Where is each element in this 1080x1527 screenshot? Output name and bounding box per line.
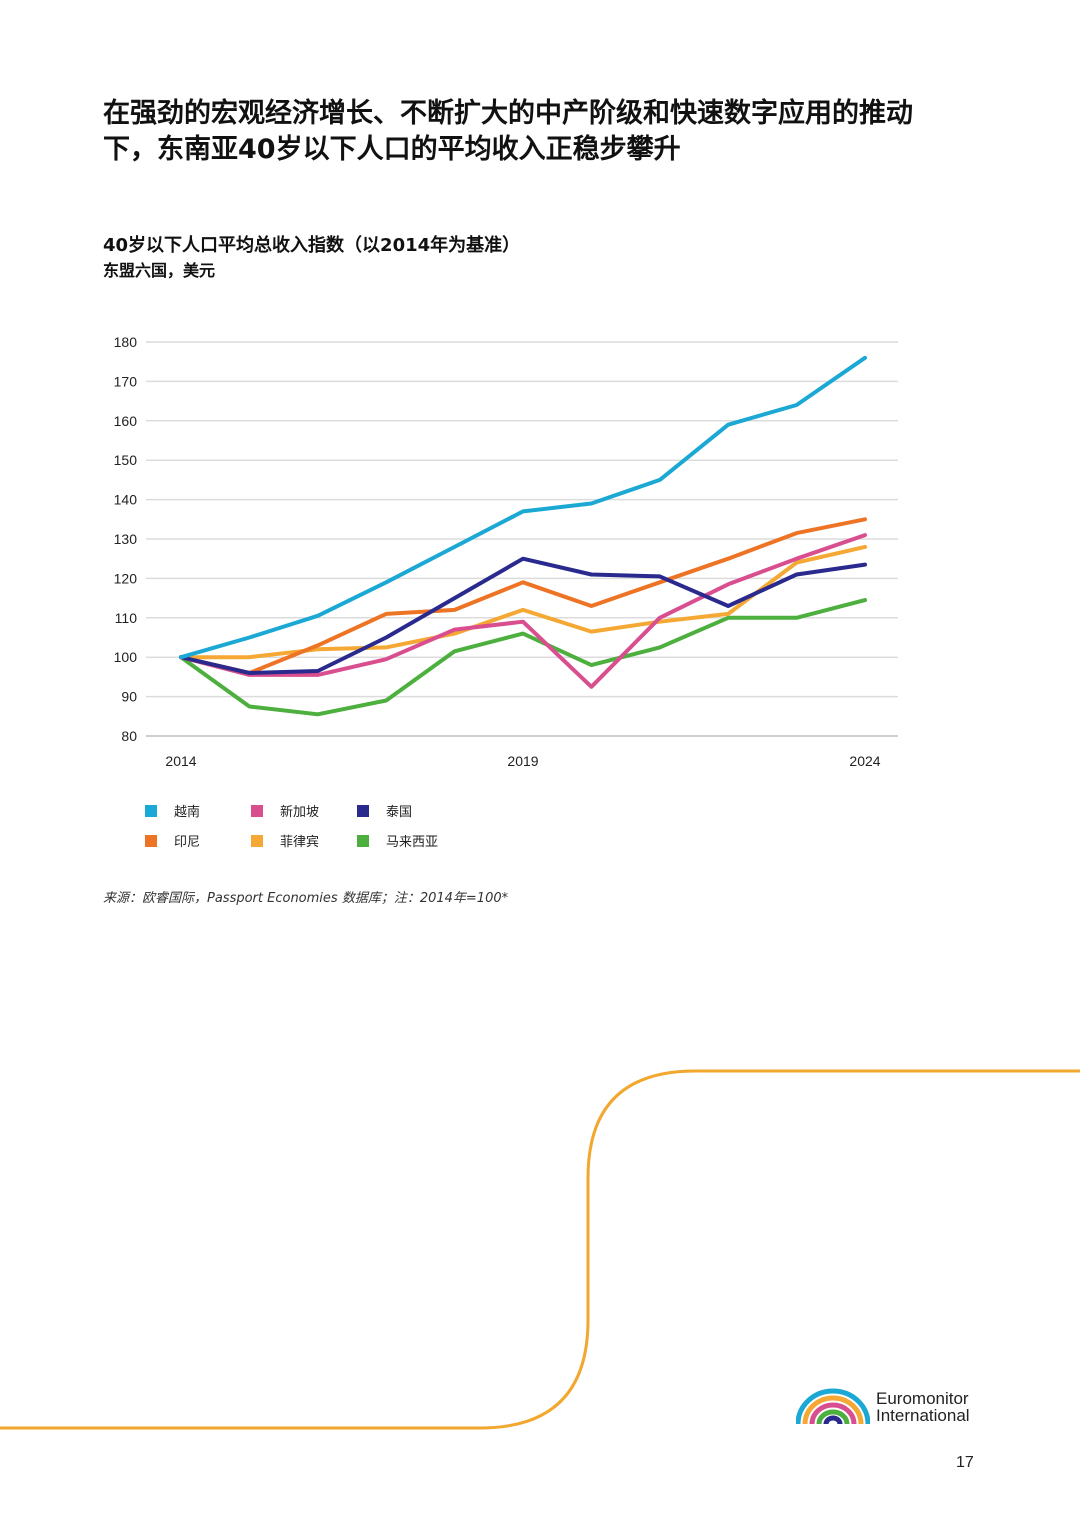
chart-title: 40岁以下人口平均总收入指数（以2014年为基准）	[103, 235, 521, 256]
chart-grid	[146, 341, 898, 737]
x-tick-label: 2014	[165, 753, 196, 769]
legend-item-philippines: 菲律宾	[251, 831, 319, 850]
series-line-indonesia	[179, 517, 867, 675]
logo-text-line2: International	[876, 1406, 970, 1425]
logo-arc-icon	[796, 1388, 870, 1425]
series-line-malaysia	[179, 598, 867, 717]
y-tick-label: 180	[114, 334, 138, 350]
y-tick-label: 100	[114, 649, 138, 665]
legend-item-thailand: 泰国	[357, 801, 412, 820]
legend-item-vietnam: 越南	[145, 801, 200, 820]
x-tick-label: 2024	[849, 753, 880, 769]
y-tick-label: 120	[114, 570, 138, 586]
series-line-thailand	[179, 556, 867, 675]
y-tick-label: 170	[114, 373, 138, 389]
y-tick-label: 140	[114, 492, 138, 508]
legend-label: 越南	[174, 805, 201, 820]
y-tick-label: 110	[115, 610, 138, 626]
decorative-curve-line	[0, 1069, 1080, 1430]
y-tick-label: 160	[114, 413, 138, 429]
logo-text: Euromonitor International	[876, 1390, 970, 1424]
legend-item-malaysia: 马来西亚	[357, 831, 438, 850]
legend-swatch	[357, 804, 369, 817]
legend-swatch	[145, 834, 157, 847]
legend-label: 印尼	[174, 835, 201, 850]
chart-axes: 80 90 100 110 120 130 140 150 160 170 180 2014 2019 2…	[114, 334, 881, 769]
y-tick-label: 150	[114, 452, 138, 468]
legend-swatch	[251, 834, 263, 847]
legend-swatch	[251, 804, 263, 817]
source-note: 来源：欧睿国际，Passport Economies 数据库；注：2014年=1…	[103, 891, 509, 906]
y-tick-label: 130	[114, 531, 138, 547]
logo-text-line1: Euromonitor	[876, 1389, 969, 1408]
legend-swatch	[357, 834, 369, 847]
y-tick-label: 80	[121, 728, 137, 744]
legend-item-indonesia: 印尼	[145, 831, 200, 850]
legend-label: 新加坡	[280, 805, 320, 820]
chart-subtitle: 东盟六国，美元	[103, 261, 216, 280]
legend-label: 马来西亚	[386, 835, 439, 850]
legend-item-singapore: 新加坡	[251, 801, 319, 820]
x-tick-label: 2019	[507, 753, 538, 769]
legend-label: 泰国	[386, 805, 413, 820]
y-tick-label: 90	[121, 689, 137, 705]
series-line-vietnam	[179, 355, 867, 660]
series-line-philippines	[179, 544, 867, 660]
chart-series	[179, 355, 867, 717]
legend-label: 菲律宾	[280, 835, 320, 850]
page-number: 17	[956, 1454, 974, 1471]
page-headline: 在强劲的宏观经济增长、不断扩大的中产阶级和快速数字应用的推动下，东南亚40岁以下…	[103, 98, 913, 165]
legend-swatch	[145, 804, 157, 817]
euromonitor-logo: Euromonitor International	[796, 1388, 970, 1426]
series-line-singapore	[179, 533, 867, 689]
